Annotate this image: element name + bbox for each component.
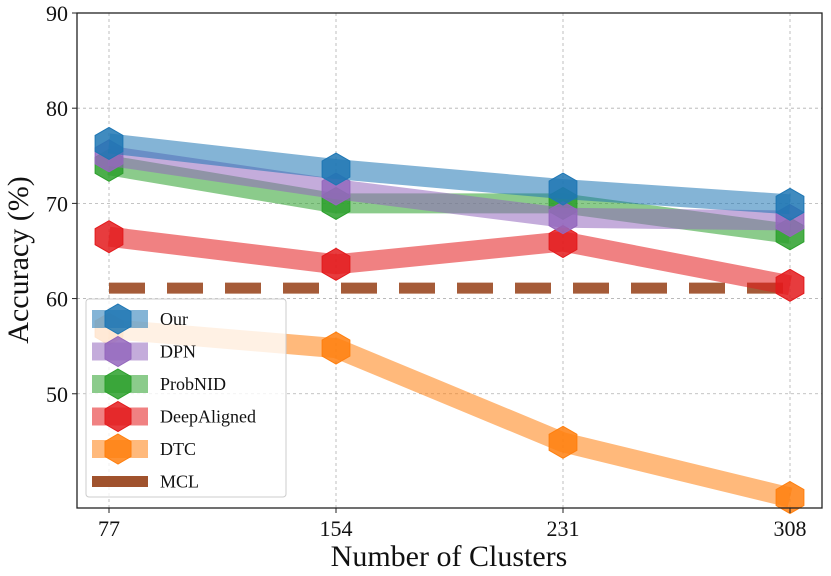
legend-item-dtc: DTC: [92, 433, 196, 465]
y-tick-label: 80: [46, 96, 68, 121]
series-point-our: [94, 126, 124, 160]
y-tick-label: 50: [46, 382, 68, 407]
x-tick-label: 154: [320, 516, 353, 541]
legend-item-dpn: DPN: [92, 335, 196, 368]
series-point-dpn: [548, 201, 578, 235]
series-point-dtc: [321, 331, 351, 365]
series-point-our: [775, 187, 805, 221]
legend-marker-dtc: [104, 433, 132, 465]
legend-item-our: Our: [92, 303, 188, 335]
y-tick-label: 90: [46, 1, 68, 26]
series-point-deepaligned: [775, 268, 805, 302]
legend-label-our: Our: [160, 309, 188, 329]
y-tick-label: 60: [46, 287, 68, 312]
series-line-our: [107, 133, 791, 215]
y-axis-title: Accuracy (%): [2, 176, 35, 343]
legend-marker-dpn: [104, 335, 132, 368]
x-tick-label: 308: [774, 516, 807, 541]
x-tick-label: 231: [547, 516, 580, 541]
series-layer: [94, 126, 805, 515]
x-tick-label: 77: [98, 516, 120, 541]
series-point-deepaligned: [321, 247, 351, 281]
legend-label-deepaligned: DeepAligned: [160, 407, 256, 427]
series-point-our: [321, 152, 351, 186]
legend-item-mcl: MCL: [92, 472, 199, 492]
plot-frame: [76, 12, 823, 509]
series-line-dpn: [107, 145, 791, 231]
legend-label-dpn: DPN: [160, 342, 196, 362]
series-line-deepaligned: [107, 226, 792, 296]
legend-item-deepaligned: DeepAligned: [92, 400, 256, 433]
tick-layer: 77 154 231 308 50 60 70 80 90: [46, 1, 807, 541]
legend-marker-deepaligned: [104, 400, 132, 433]
series-point-our: [548, 172, 578, 206]
series-point-deepaligned: [548, 224, 578, 259]
series-deepaligned: [94, 220, 805, 302]
y-tick-label: 70: [46, 191, 68, 216]
series-point-deepaligned: [94, 220, 124, 254]
x-axis-title: Number of Clusters: [331, 540, 568, 573]
legend-label-dtc: DTC: [160, 439, 196, 459]
legend-label-mcl: MCL: [160, 472, 199, 492]
series-point-dtc: [548, 425, 578, 459]
series-our: [94, 126, 805, 221]
legend-marker-our: [104, 303, 132, 335]
legend: Our DPN ProbNID DeepAligned DTC MCL: [85, 298, 287, 498]
legend-label-probnid: ProbNID: [160, 374, 226, 394]
series-point-dtc: [775, 480, 805, 515]
legend-marker-probnid: [104, 368, 132, 400]
legend-item-probnid: ProbNID: [92, 368, 226, 400]
